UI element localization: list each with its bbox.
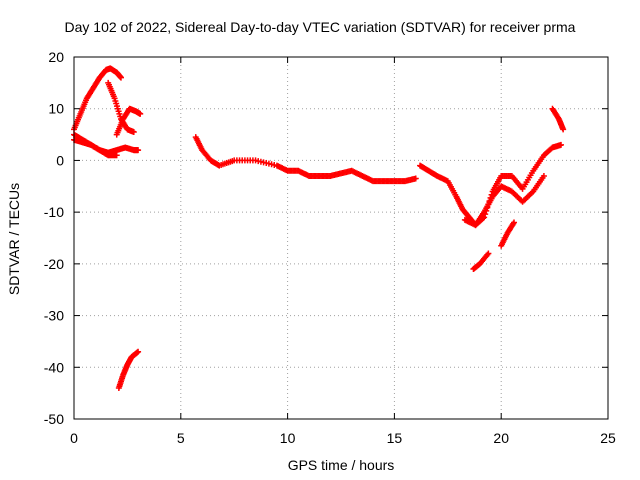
data-point <box>485 250 492 257</box>
y-tick-label: -20 <box>44 256 64 272</box>
y-tick-label: 0 <box>56 152 64 168</box>
data-point <box>540 172 547 179</box>
x-tick-label: 5 <box>177 430 185 446</box>
axis-ticks: 0 5 10 15 20 25 -50 -40 -30 -20 -10 0 10 20 <box>44 49 616 446</box>
grid-lines <box>74 57 608 419</box>
x-axis-label: GPS time / hours <box>287 457 395 473</box>
y-tick-label: 10 <box>48 101 64 117</box>
y-axis-label: SDTVAR / TECUs <box>6 182 22 296</box>
data-points <box>71 65 567 391</box>
data-point <box>511 219 518 226</box>
x-tick-label: 10 <box>280 430 296 446</box>
y-tick-label: -50 <box>44 411 64 427</box>
y-tick-label: 20 <box>48 49 64 65</box>
chart-title: Day 102 of 2022, Sidereal Day-to-day VTE… <box>64 19 576 35</box>
x-tick-label: 25 <box>600 430 616 446</box>
data-point <box>113 152 120 159</box>
x-tick-label: 15 <box>387 430 403 446</box>
plot-frame <box>73 56 609 420</box>
y-tick-label: -40 <box>44 359 64 375</box>
data-point <box>558 141 565 148</box>
x-tick-label: 20 <box>493 430 509 446</box>
data-point <box>130 128 137 135</box>
data-point <box>135 147 142 154</box>
x-tick-label: 0 <box>70 430 78 446</box>
y-tick-label: -30 <box>44 308 64 324</box>
data-point <box>412 175 419 182</box>
data-point <box>135 348 142 355</box>
data-point <box>117 74 124 81</box>
data-point <box>137 110 144 117</box>
data-point <box>560 126 567 133</box>
y-tick-label: -10 <box>44 204 64 220</box>
